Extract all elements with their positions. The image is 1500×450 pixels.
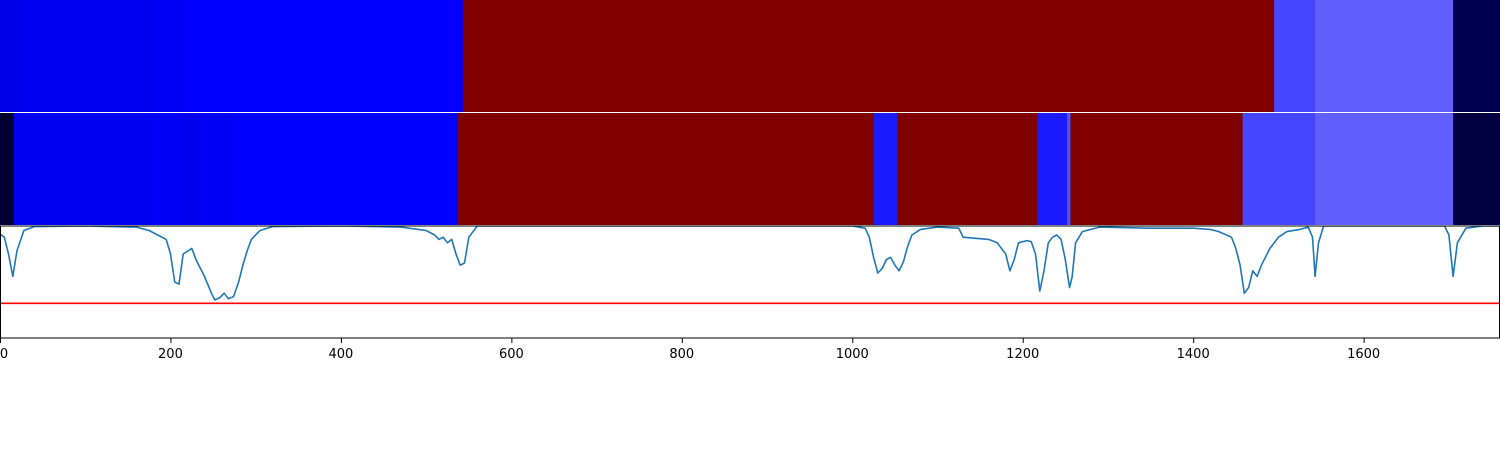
heatmap-track-middle [0, 112, 1500, 226]
heatmap-segment [457, 113, 875, 225]
heatmap-segment [17, 0, 154, 112]
x-tick-label: 200 [158, 347, 183, 362]
heatmap-segment [200, 113, 235, 225]
x-tick-label: 1000 [836, 347, 869, 362]
x-tick-label: 400 [328, 347, 353, 362]
x-tick-label: 800 [669, 347, 694, 362]
heatmap-segment [153, 0, 188, 112]
heatmap-track-top [0, 0, 1500, 112]
heatmap-segment [1070, 113, 1244, 225]
x-tick-label: 0 [0, 347, 8, 362]
heatmap-segment [1315, 113, 1454, 225]
heatmap-segment [0, 113, 15, 225]
x-tick-label: 600 [499, 347, 524, 362]
heatmap-segment [462, 0, 1275, 112]
x-axis: 0 200 400 600 800 1000 1200 1400 1600 [0, 338, 1380, 362]
heatmap-segment [187, 0, 464, 112]
heatmap-segment [897, 113, 1038, 225]
heatmap-segment [1037, 113, 1068, 225]
heatmap-segment [1274, 0, 1316, 112]
x-tick-label: 1600 [1347, 347, 1380, 362]
heatmap-segment [13, 113, 154, 225]
heatmap-segment [873, 113, 898, 225]
heatmap-segment [1315, 0, 1454, 112]
heatmap-segment [1453, 113, 1500, 225]
heatmap-segment [1067, 113, 1071, 225]
heatmap-segment [0, 0, 18, 112]
x-tick-label: 1400 [1177, 347, 1210, 362]
series-line [0, 226, 1500, 301]
line-track [0, 225, 1500, 339]
x-tick-label: 1200 [1006, 347, 1039, 362]
heatmap-segment [1453, 0, 1500, 112]
heatmap-segment [1242, 113, 1316, 225]
heatmap-segment [234, 113, 459, 225]
heatmap-segment [153, 113, 184, 225]
heatmap-segment [183, 113, 201, 225]
